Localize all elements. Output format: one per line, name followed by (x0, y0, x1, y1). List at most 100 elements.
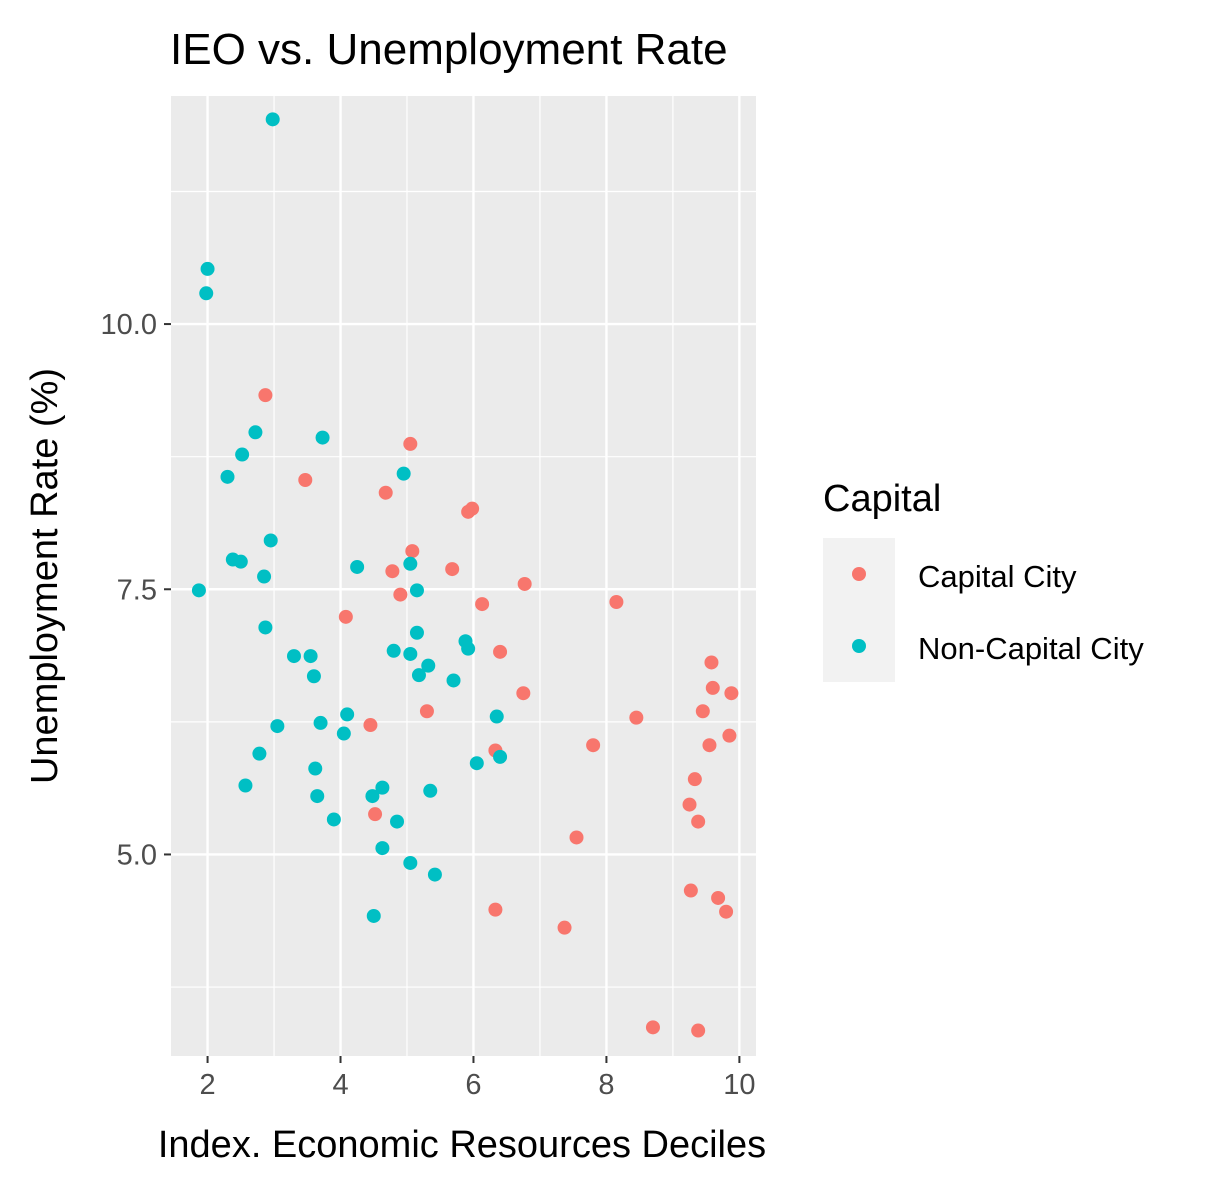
point-capital-city (393, 587, 408, 602)
point-non-capital-city (340, 707, 355, 722)
legend-key-background (823, 538, 895, 682)
point-capital-city (719, 904, 734, 919)
point-capital-city (702, 738, 717, 753)
point-non-capital-city (390, 814, 405, 829)
point-non-capital-city (308, 761, 323, 776)
legend: Capital Capital City Non-Capital City (823, 478, 1144, 682)
point-non-capital-city (350, 559, 365, 574)
x-axis: 2 4 6 8 10 (199, 1056, 756, 1101)
chart-title: IEO vs. Unemployment Rate (170, 25, 728, 74)
point-capital-city (517, 576, 532, 591)
point-non-capital-city (303, 649, 318, 664)
legend-title: Capital (823, 478, 941, 520)
point-non-capital-city (238, 778, 253, 793)
point-non-capital-city (365, 789, 380, 804)
major-gridlines (171, 96, 756, 1056)
point-non-capital-city (191, 583, 206, 598)
point-capital-city (722, 728, 737, 743)
point-non-capital-city (493, 749, 508, 764)
minor-gridlines (171, 96, 756, 1056)
point-capital-city (363, 718, 378, 733)
point-capital-city (465, 501, 480, 516)
point-non-capital-city (421, 658, 436, 673)
point-non-capital-city (313, 715, 328, 730)
x-tick-label: 2 (199, 1069, 215, 1101)
point-non-capital-city (409, 625, 424, 640)
point-capital-city (645, 1020, 660, 1035)
point-capital-city (405, 544, 420, 559)
point-capital-city (609, 594, 624, 609)
point-non-capital-city (257, 569, 272, 584)
point-capital-city (368, 807, 383, 822)
point-capital-city (516, 686, 531, 701)
point-non-capital-city (265, 112, 280, 127)
point-capital-city (705, 680, 720, 695)
point-non-capital-city (489, 709, 504, 724)
point-non-capital-city (286, 649, 301, 664)
point-non-capital-city (310, 789, 325, 804)
point-non-capital-city (252, 746, 267, 761)
point-non-capital-city (263, 533, 278, 548)
y-tick-label: 5.0 (117, 839, 157, 871)
point-capital-city (298, 473, 313, 487)
x-tick-label: 6 (465, 1069, 481, 1101)
point-non-capital-city (306, 669, 321, 684)
point-capital-city (419, 704, 434, 719)
point-non-capital-city (326, 812, 341, 827)
point-capital-city (691, 1023, 706, 1038)
y-axis-title: Unemployment Rate (%) (24, 368, 66, 784)
data-points (191, 112, 739, 1038)
point-capital-city (683, 883, 698, 898)
point-non-capital-city (233, 554, 248, 569)
point-capital-city (557, 920, 572, 935)
point-capital-city (695, 704, 710, 719)
point-capital-city (687, 772, 702, 787)
x-tick-label: 8 (598, 1069, 614, 1101)
y-tick-label: 10.0 (101, 309, 157, 341)
point-non-capital-city (200, 261, 215, 276)
point-capital-city (586, 738, 601, 753)
point-capital-city (493, 644, 508, 659)
point-capital-city (629, 710, 644, 725)
point-non-capital-city (403, 646, 418, 661)
point-non-capital-city (366, 908, 381, 923)
x-tick-label: 10 (723, 1069, 755, 1101)
point-capital-city (724, 686, 739, 701)
point-non-capital-city (315, 430, 330, 445)
point-capital-city (488, 902, 503, 917)
x-tick-label: 4 (332, 1069, 348, 1101)
y-axis: 5.0 7.5 10.0 (101, 309, 171, 871)
point-non-capital-city (469, 756, 484, 771)
legend-label-capital-city: Capital City (918, 559, 1077, 594)
point-non-capital-city (396, 466, 411, 481)
point-non-capital-city (220, 469, 235, 484)
point-non-capital-city (427, 867, 442, 882)
point-non-capital-city (403, 556, 418, 571)
point-non-capital-city (199, 286, 214, 301)
point-capital-city (445, 562, 460, 577)
point-non-capital-city (235, 447, 250, 462)
point-non-capital-city (386, 643, 401, 658)
point-non-capital-city (375, 780, 390, 795)
point-capital-city (258, 388, 273, 403)
x-axis-title: Index. Economic Resources Deciles (158, 1124, 766, 1166)
point-non-capital-city (258, 620, 273, 635)
point-capital-city (569, 830, 584, 845)
point-non-capital-city (270, 719, 285, 734)
legend-key-non-capital-city (852, 639, 866, 653)
legend-key-capital-city (852, 567, 866, 581)
point-non-capital-city (375, 841, 390, 856)
point-capital-city (704, 655, 719, 670)
point-capital-city (475, 597, 490, 612)
point-capital-city (338, 609, 353, 624)
point-non-capital-city (461, 641, 476, 656)
point-capital-city (711, 890, 726, 905)
point-capital-city (385, 564, 400, 579)
point-capital-city (691, 814, 706, 829)
point-non-capital-city (248, 425, 263, 440)
point-non-capital-city (403, 855, 418, 870)
point-non-capital-city (423, 783, 438, 798)
point-capital-city (378, 485, 393, 500)
point-non-capital-city (409, 583, 424, 598)
point-non-capital-city (336, 726, 351, 741)
